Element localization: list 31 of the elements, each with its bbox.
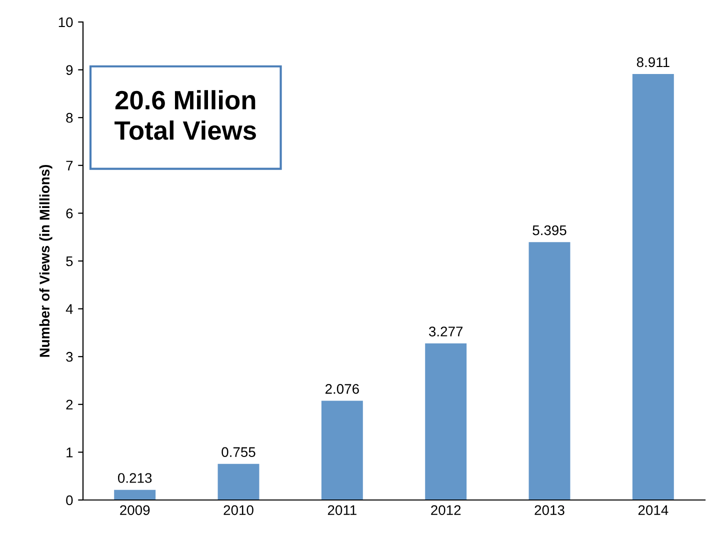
x-tick-label: 2013	[534, 505, 564, 516]
x-tick-label: 2012	[431, 505, 461, 516]
y-tick-label: 9	[66, 65, 73, 75]
y-tick-label: 7	[66, 160, 73, 170]
y-tick-label: 4	[66, 304, 73, 314]
bar	[528, 242, 570, 500]
bar	[321, 400, 363, 500]
data-label: 0.213	[118, 473, 152, 483]
y-tick-label: 6	[66, 208, 73, 218]
x-tick-label: 2010	[224, 505, 254, 516]
bar	[425, 343, 467, 500]
y-tick-label: 0	[66, 495, 73, 506]
annotation: 20.6 Million Total Views	[114, 90, 256, 140]
y-tick-label: 2	[66, 400, 73, 410]
data-label: 0.755	[222, 447, 256, 457]
data-label: 8.911	[636, 57, 670, 68]
y-tick-label: 3	[66, 352, 73, 362]
bar	[114, 490, 156, 500]
y-axis-title: Number of Views (in Millions)	[39, 164, 52, 357]
bar	[632, 74, 674, 500]
data-label: 2.076	[325, 384, 359, 394]
data-label: 5.395	[532, 225, 566, 236]
x-tick-label: 2011	[328, 505, 356, 516]
y-tick-label: 8	[66, 112, 73, 123]
x-tick-label: 2014	[638, 505, 668, 516]
y-tick-label: 1	[66, 448, 73, 458]
data-label: 3.277	[428, 326, 463, 336]
y-tick-label: 5	[66, 256, 73, 266]
x-tick-label: 2009	[120, 505, 150, 516]
bar	[218, 464, 260, 500]
y-tick-label: 10	[58, 17, 73, 28]
